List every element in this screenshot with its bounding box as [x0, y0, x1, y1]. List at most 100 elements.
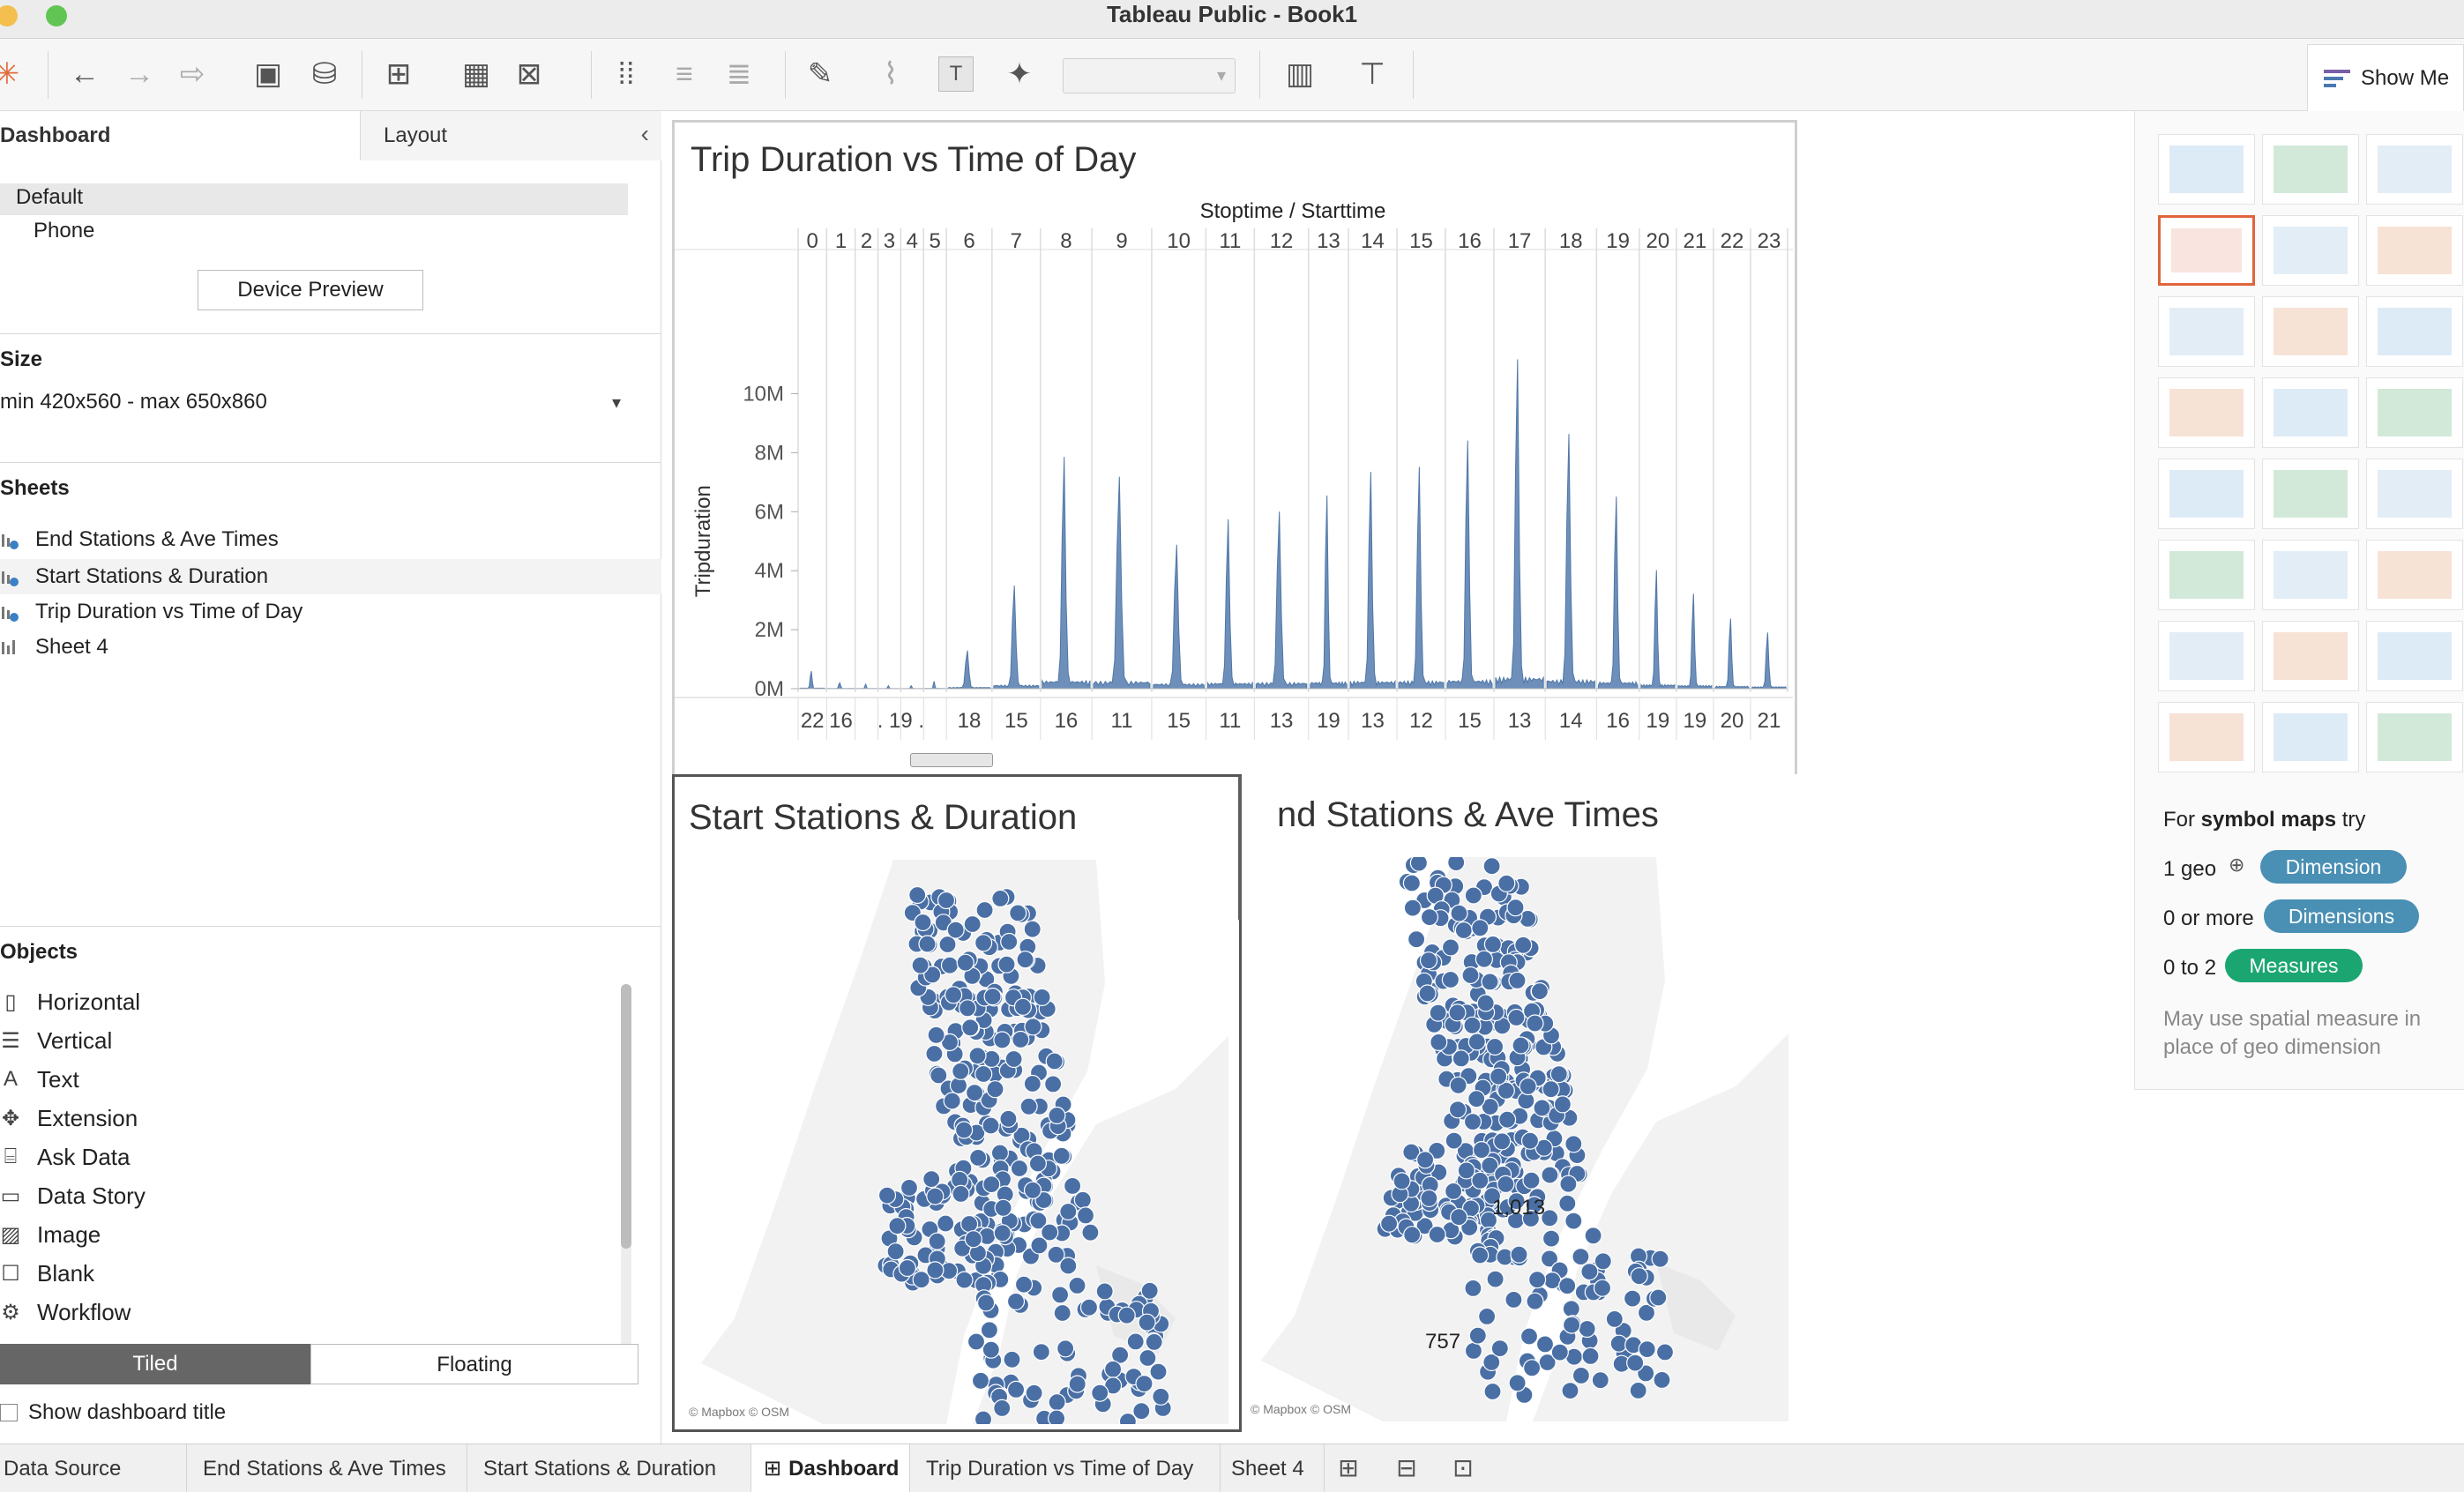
show-me-tab[interactable]: Show Me	[2307, 44, 2464, 111]
presentation-mode-icon[interactable]: ⊤	[1359, 57, 1385, 91]
tiled-button[interactable]: Tiled	[0, 1344, 310, 1384]
new-dashboard-tab-icon[interactable]: ⊟	[1396, 1454, 1417, 1481]
chart-type-thumbnail[interactable]	[2366, 377, 2463, 448]
tab-sheet4[interactable]: Sheet 4	[1221, 1444, 1325, 1492]
object-data-story[interactable]: ▭ Data Story	[0, 1178, 617, 1213]
sheet-item-start-stations[interactable]: Start Stations & Duration	[0, 559, 661, 594]
save-icon[interactable]: ▣	[253, 57, 283, 91]
station-mark	[1481, 973, 1499, 991]
group-icon[interactable]: ⌇	[883, 57, 899, 91]
station-mark	[974, 934, 993, 952]
fit-dropdown[interactable]: ▾	[1063, 58, 1236, 93]
chart-type-thumbnail[interactable]	[2158, 134, 2255, 205]
object-label: Text	[37, 1065, 79, 1093]
end-stations-map[interactable]	[1242, 857, 1788, 1421]
chart-type-thumbnail[interactable]	[2158, 540, 2255, 610]
object-vertical[interactable]: ☰ Vertical	[0, 1023, 617, 1058]
tab-layout[interactable]: Layout	[360, 111, 661, 160]
device-default[interactable]: Default	[16, 185, 84, 209]
chart-type-thumbnail[interactable]	[2262, 540, 2359, 610]
chart-type-thumbnail[interactable]	[2262, 459, 2359, 529]
size-dropdown[interactable]: min 420x560 - max 650x860	[0, 390, 267, 414]
window-maximize-button[interactable]	[46, 5, 67, 26]
start-stations-map[interactable]	[682, 860, 1228, 1424]
new-worksheet-tab-icon[interactable]: ⊞	[1338, 1454, 1359, 1481]
tab-start-stations[interactable]: Start Stations & Duration	[467, 1444, 751, 1492]
tab-data-source[interactable]: Data Source	[0, 1444, 187, 1492]
collapse-panel-icon[interactable]: ‹	[640, 120, 649, 147]
tab-end-stations[interactable]: End Stations & Ave Times	[187, 1444, 467, 1492]
highlight-icon[interactable]: ✎	[807, 57, 833, 91]
chart-type-thumbnail[interactable]	[2366, 702, 2463, 772]
window-minimize-button[interactable]	[0, 5, 18, 26]
new-datasource-icon[interactable]: ⛁	[311, 57, 338, 91]
station-mark	[1651, 1250, 1669, 1268]
floating-button[interactable]: Floating	[310, 1344, 638, 1384]
chart-type-thumbnail[interactable]	[2366, 296, 2463, 367]
replay-icon[interactable]: ⇨	[179, 57, 205, 91]
new-story-tab-icon[interactable]: ⊡	[1452, 1454, 1474, 1481]
sort-ascending-icon[interactable]: ≡	[676, 56, 693, 91]
chart-type-thumbnail[interactable]	[2366, 134, 2463, 205]
chart-type-thumbnail[interactable]	[2366, 621, 2463, 691]
sheet-item-sheet4[interactable]: Sheet 4	[0, 630, 661, 665]
object-ask-data[interactable]: ⌸ Ask Data	[0, 1139, 617, 1175]
new-worksheet-icon[interactable]: ⊞	[385, 57, 412, 91]
station-mark	[1463, 1113, 1482, 1131]
clear-sheet-icon[interactable]: ⊠	[516, 57, 542, 91]
chart-type-thumbnail[interactable]	[2262, 134, 2359, 205]
chart-type-thumbnail[interactable]	[2366, 540, 2463, 610]
resize-handle[interactable]	[910, 753, 993, 767]
tab-trip-duration[interactable]: Trip Duration vs Time of Day	[910, 1444, 1221, 1492]
object-extension[interactable]: ✥ Extension	[0, 1100, 617, 1136]
duplicate-icon[interactable]: ▦	[461, 57, 491, 91]
device-preview-button[interactable]: Device Preview	[198, 270, 423, 310]
object-text[interactable]: A Text	[0, 1062, 617, 1097]
show-me-label: Show Me	[2361, 65, 2450, 90]
swap-icon[interactable]: ⁞⁞	[617, 56, 635, 91]
chart-type-thumbnail[interactable]	[2158, 459, 2255, 529]
station-mark	[1059, 1257, 1078, 1275]
tab-dashboard[interactable]: Dashboard	[0, 111, 360, 160]
sheet-item-end-stations[interactable]: End Stations & Ave Times	[0, 522, 661, 557]
show-title-checkbox[interactable]	[0, 1404, 18, 1421]
chart-type-thumbnail[interactable]	[2366, 459, 2463, 529]
object-blank[interactable]: ☐ Blank	[0, 1256, 617, 1291]
station-mark	[1468, 1326, 1487, 1345]
end-stations-viz[interactable]: nd Stations & Ave Times 1,013 757 © Mapb…	[1242, 774, 1797, 1432]
object-horizontal[interactable]: ▯ Horizontal	[0, 984, 617, 1019]
chart-type-thumbnail[interactable]	[2262, 621, 2359, 691]
device-phone[interactable]: Phone	[34, 219, 95, 242]
object-workflow[interactable]: ⚙ Workflow	[0, 1294, 617, 1330]
chart-type-thumbnail[interactable]	[2158, 377, 2255, 448]
chart-type-thumbnail[interactable]	[2158, 215, 2255, 286]
chart-type-thumbnail[interactable]	[2262, 377, 2359, 448]
redo-icon[interactable]: →	[124, 56, 154, 91]
trip-duration-viz[interactable]: Trip Duration vs Time of Day Stoptime / …	[672, 120, 1797, 778]
objects-scrollbar[interactable]	[621, 984, 631, 1354]
chart-type-thumbnail[interactable]	[2158, 296, 2255, 367]
station-mark	[937, 1214, 955, 1233]
station-mark	[968, 1047, 987, 1065]
sheet-item-trip-duration[interactable]: Trip Duration vs Time of Day	[0, 594, 661, 630]
chart-type-thumbnail[interactable]	[2262, 702, 2359, 772]
station-mark	[1497, 1175, 1515, 1193]
sort-descending-icon[interactable]: ≣	[726, 57, 752, 91]
tableau-logo-icon[interactable]: ✳	[0, 57, 20, 91]
object-image[interactable]: ▨ Image	[0, 1217, 617, 1252]
chart-type-thumbnail[interactable]	[2158, 702, 2255, 772]
chart-type-preview	[2169, 551, 2244, 599]
chart-type-thumbnail[interactable]	[2262, 215, 2359, 286]
undo-icon[interactable]: ←	[70, 56, 100, 91]
size-dropdown-chevron-icon[interactable]: ▾	[612, 393, 622, 413]
card-toggle-icon[interactable]: ▥	[1285, 57, 1315, 91]
show-labels-icon[interactable]: T	[938, 56, 974, 92]
chart-type-thumbnail[interactable]	[2366, 215, 2463, 286]
pin-icon[interactable]: ✦	[1006, 57, 1033, 91]
start-stations-viz[interactable]: Start Stations & Duration © Mapbox © OSM	[672, 774, 1242, 1432]
device-default-row[interactable]	[0, 183, 628, 215]
tab-dashboard-sheet[interactable]: ⊞ Dashboard	[751, 1444, 910, 1492]
chart-type-thumbnail[interactable]	[2262, 296, 2359, 367]
chart-type-thumbnail[interactable]	[2158, 621, 2255, 691]
